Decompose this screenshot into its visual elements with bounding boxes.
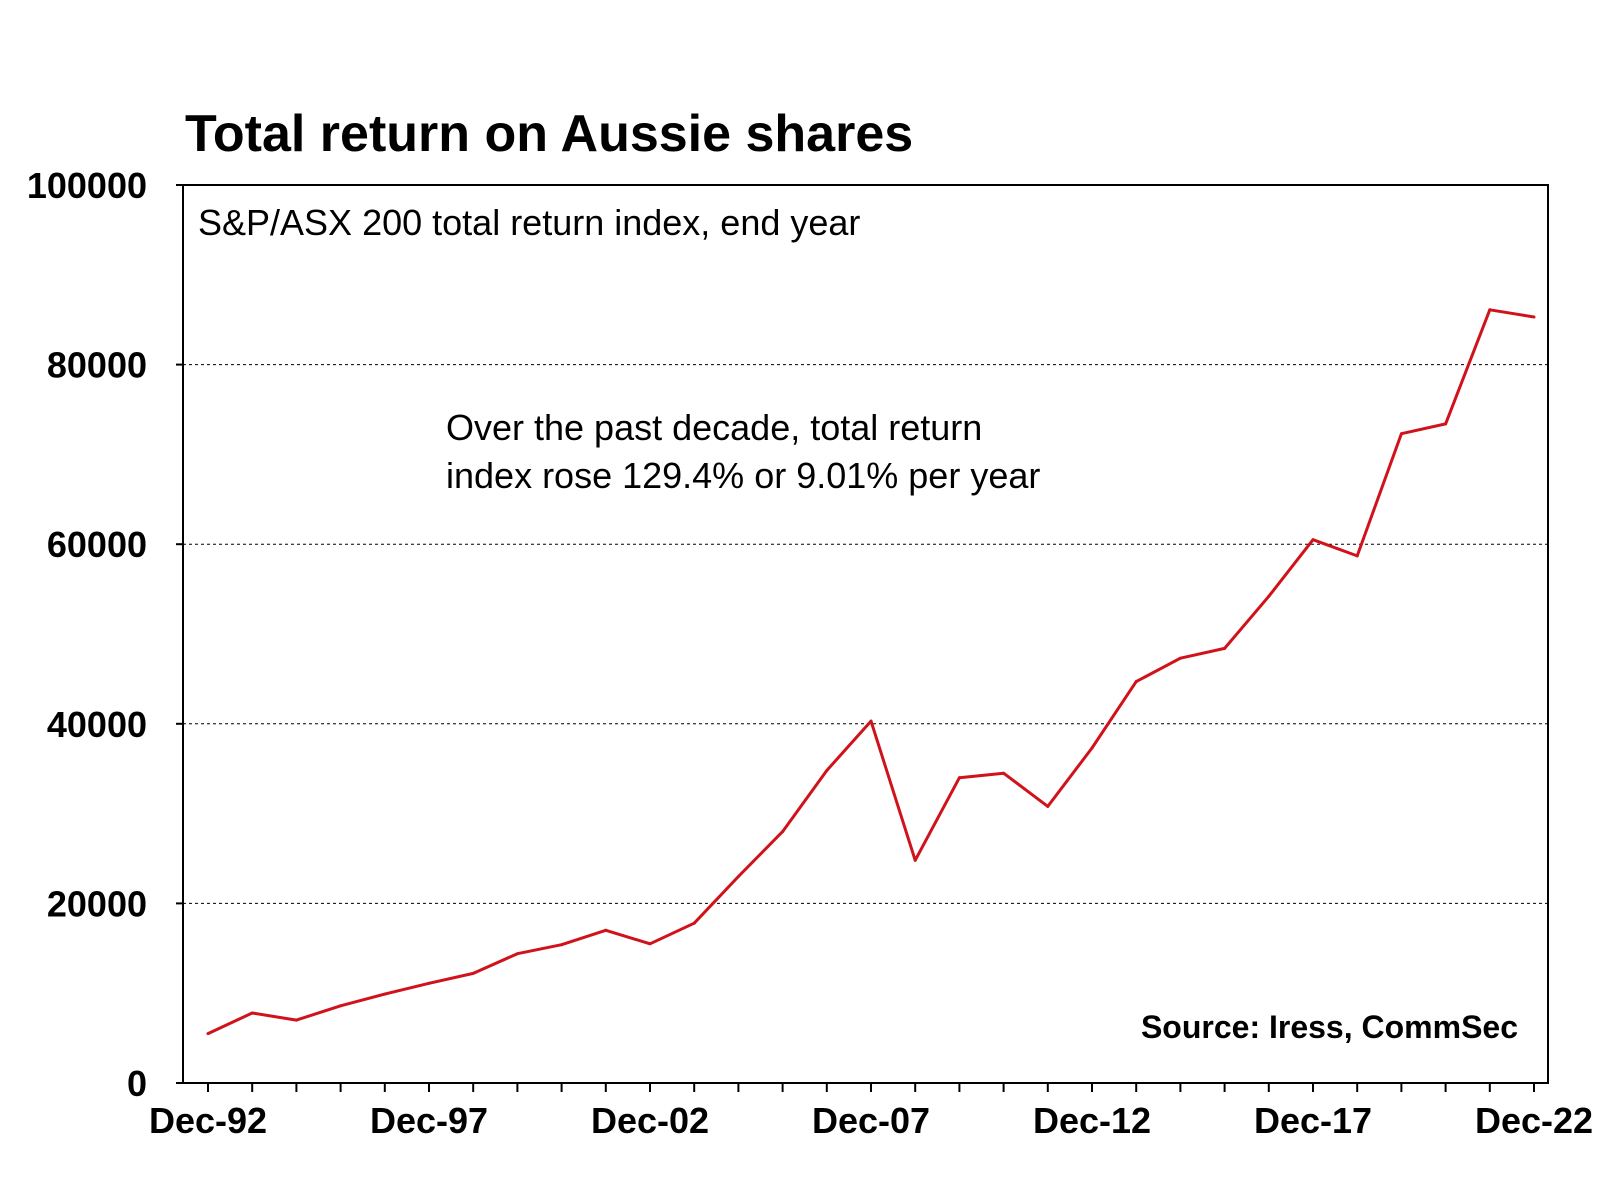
data-point: [781, 830, 785, 834]
data-point: [1488, 308, 1492, 312]
data-point: [913, 858, 917, 862]
x-tick-label: Dec-92: [149, 1100, 267, 1141]
x-tick-label: Dec-07: [812, 1100, 930, 1141]
data-point: [515, 952, 519, 956]
data-point: [736, 875, 740, 878]
data-point: [957, 776, 961, 780]
data-point: [1532, 315, 1536, 319]
x-tick-label: Dec-17: [1254, 1100, 1372, 1141]
data-point: [250, 1011, 254, 1015]
y-tick-label: 20000: [47, 883, 147, 924]
y-axis: 0 20000 40000 60000 80000 100000: [27, 165, 183, 1104]
y-tick-label: 0: [127, 1063, 147, 1104]
data-point: [427, 981, 431, 985]
y-tick-label: 40000: [47, 704, 147, 745]
annotation-line-2: index rose 129.4% or 9.01% per year: [446, 455, 1040, 496]
data-point: [604, 928, 608, 932]
x-tick-label: Dec-22: [1475, 1100, 1593, 1141]
y-tick-label: 100000: [27, 165, 147, 206]
y-tick-label: 80000: [47, 345, 147, 386]
data-point: [1046, 804, 1050, 808]
x-tick-label: Dec-02: [591, 1100, 709, 1141]
x-tick-label: Dec-12: [1033, 1100, 1151, 1141]
x-tick-label: Dec-97: [370, 1100, 488, 1141]
x-axis: Dec-92 Dec-97 Dec-02 Dec-07 Dec-12 Dec-17 Dec-…: [149, 1083, 1593, 1141]
data-point: [1223, 646, 1227, 650]
plot-area: [182, 184, 1549, 1084]
data-point: [1444, 422, 1448, 426]
data-point: [1134, 680, 1138, 684]
data-point: [339, 1004, 343, 1008]
chart-subtitle: S&P/ASX 200 total return index, end year: [198, 202, 860, 243]
data-point: [648, 942, 652, 946]
source-note: Source: Iress, CommSec: [1141, 1009, 1518, 1045]
data-point: [825, 769, 829, 772]
data-point: [294, 1018, 298, 1022]
data-point: [1311, 538, 1315, 542]
data-point: [1002, 771, 1006, 775]
data-point: [383, 992, 387, 996]
data-point: [869, 719, 873, 723]
data-point: [1090, 746, 1094, 750]
data-point: [1178, 656, 1182, 660]
data-point: [1399, 432, 1403, 436]
data-point: [206, 1032, 210, 1036]
data-point: [1355, 554, 1359, 558]
series-layer: [206, 308, 1536, 1036]
data-point: [560, 943, 564, 947]
annotation-line-1: Over the past decade, total return: [446, 407, 982, 448]
chart-title: Total return on Aussie shares: [185, 105, 914, 163]
y-tick-label: 60000: [47, 524, 147, 565]
data-point: [471, 971, 475, 975]
data-point: [692, 921, 696, 925]
data-point: [1267, 594, 1271, 598]
